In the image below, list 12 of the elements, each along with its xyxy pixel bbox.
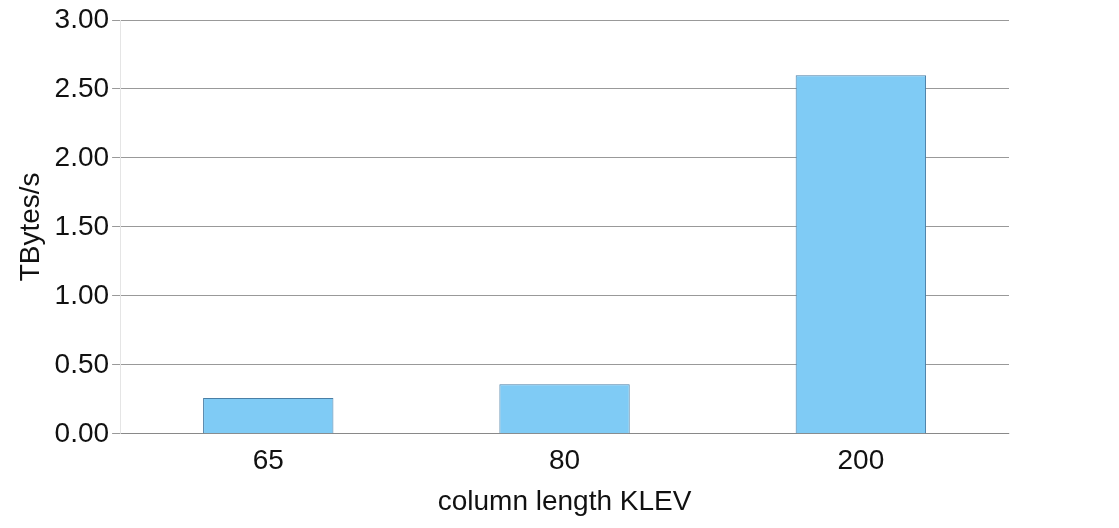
y-axis-title: TBytes/s (13, 172, 45, 282)
y-tick-label: 1.00 (54, 278, 110, 310)
x-tick-label: 200 (837, 444, 885, 476)
x-tick-label: 65 (252, 444, 284, 476)
x-tick-label: 80 (548, 444, 581, 476)
y-tick-label: 0.50 (54, 347, 110, 379)
y-tick-label: 2.50 (54, 71, 110, 103)
y-tick-label: 2.00 (54, 140, 110, 172)
x-axis-title: column length KLEV (437, 484, 692, 516)
y-tick-label: 3.00 (54, 2, 110, 34)
y-tick-label: 1.50 (54, 209, 110, 241)
y-tick-label: 0.00 (54, 416, 110, 448)
